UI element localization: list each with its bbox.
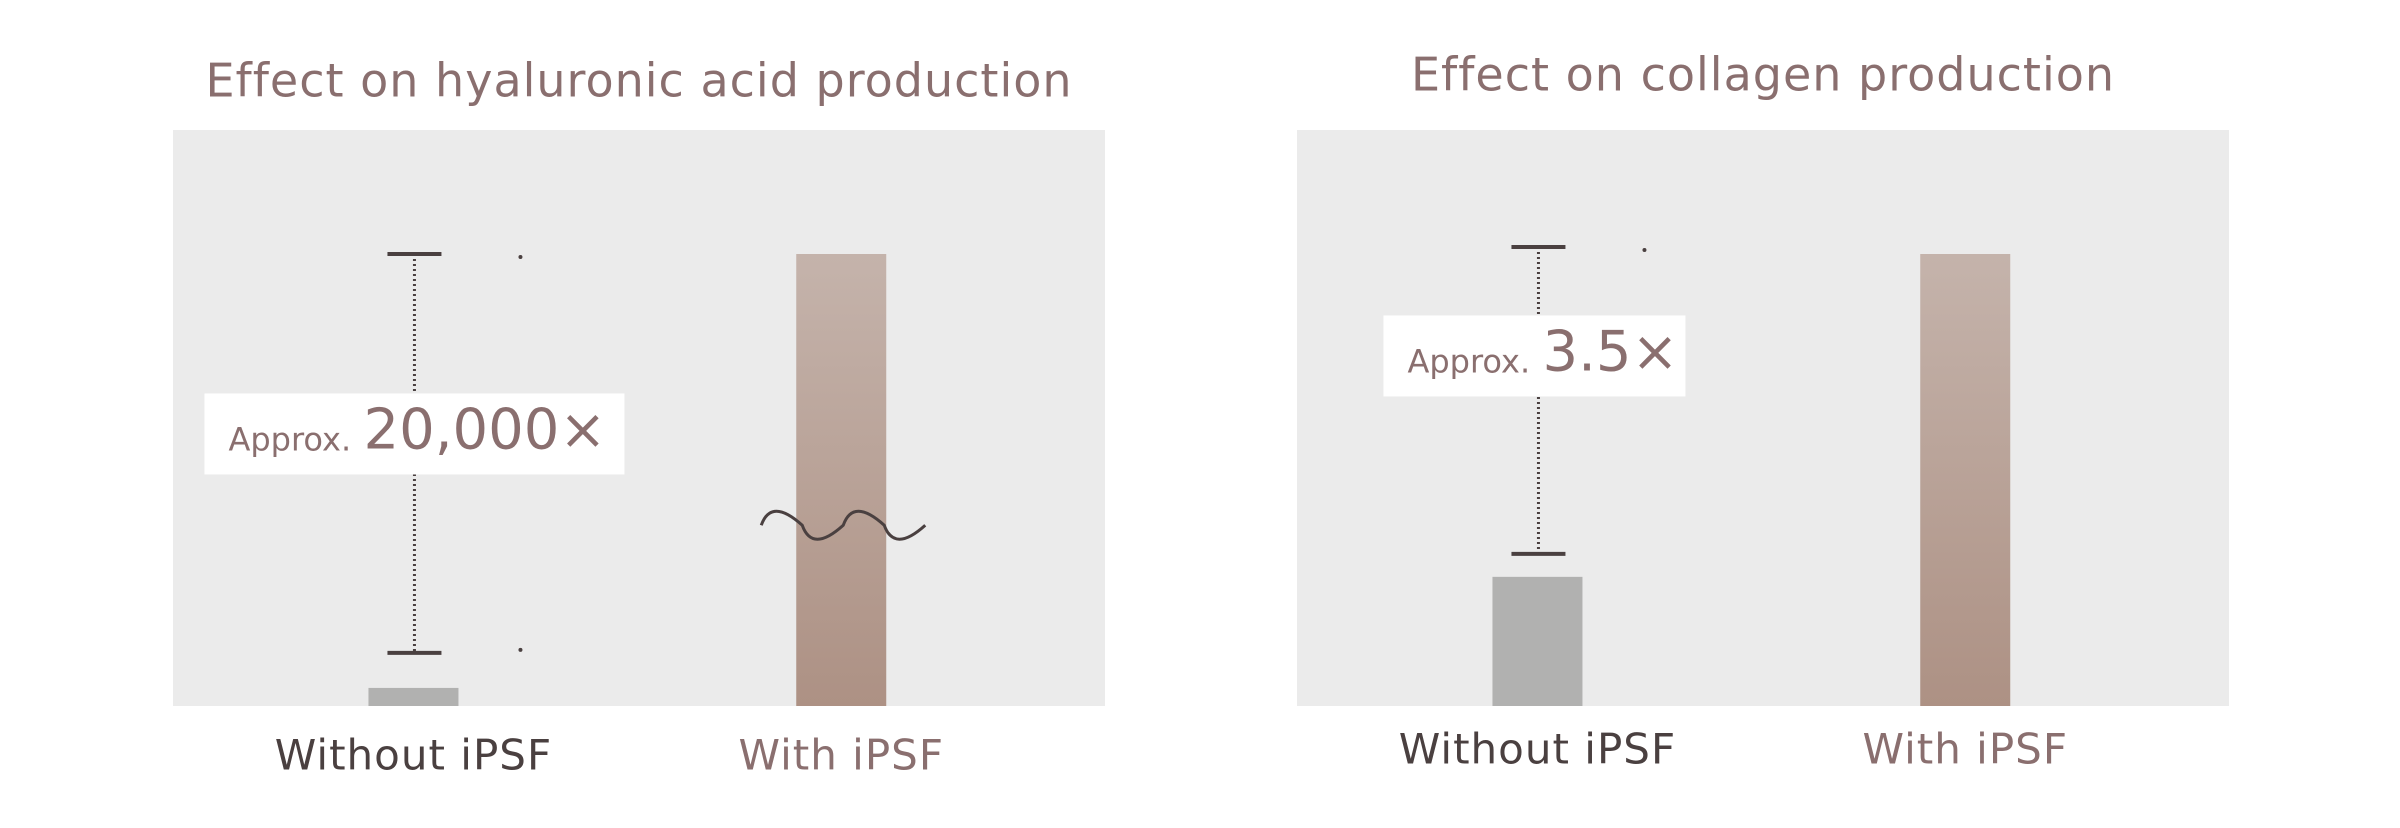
annotation-prefix: Approx. xyxy=(1407,342,1530,380)
dot xyxy=(1642,248,1647,252)
annotation-value: 3.5× xyxy=(1542,320,1678,385)
axis-break xyxy=(759,509,927,541)
annotation-value: 20,000× xyxy=(363,398,606,463)
x-tick-label: With iPSF xyxy=(1862,725,2068,774)
chart-title: Effect on collagen production xyxy=(1411,48,2115,102)
annotation-box xyxy=(204,393,625,475)
annotation-box xyxy=(1383,315,1686,397)
x-tick-label: With iPSF xyxy=(738,731,944,780)
bar xyxy=(1492,576,1583,706)
dot xyxy=(518,255,523,259)
annotation-prefix: Approx. xyxy=(228,420,351,458)
bar xyxy=(368,687,459,706)
plot-background xyxy=(1297,130,2229,706)
bar xyxy=(1920,254,2011,706)
bar xyxy=(796,254,887,706)
x-tick-label: Without iPSF xyxy=(1399,725,1676,774)
chart-title: Effect on hyaluronic acid production xyxy=(205,54,1072,108)
dot xyxy=(518,647,523,652)
x-tick-label: Without iPSF xyxy=(275,731,552,780)
